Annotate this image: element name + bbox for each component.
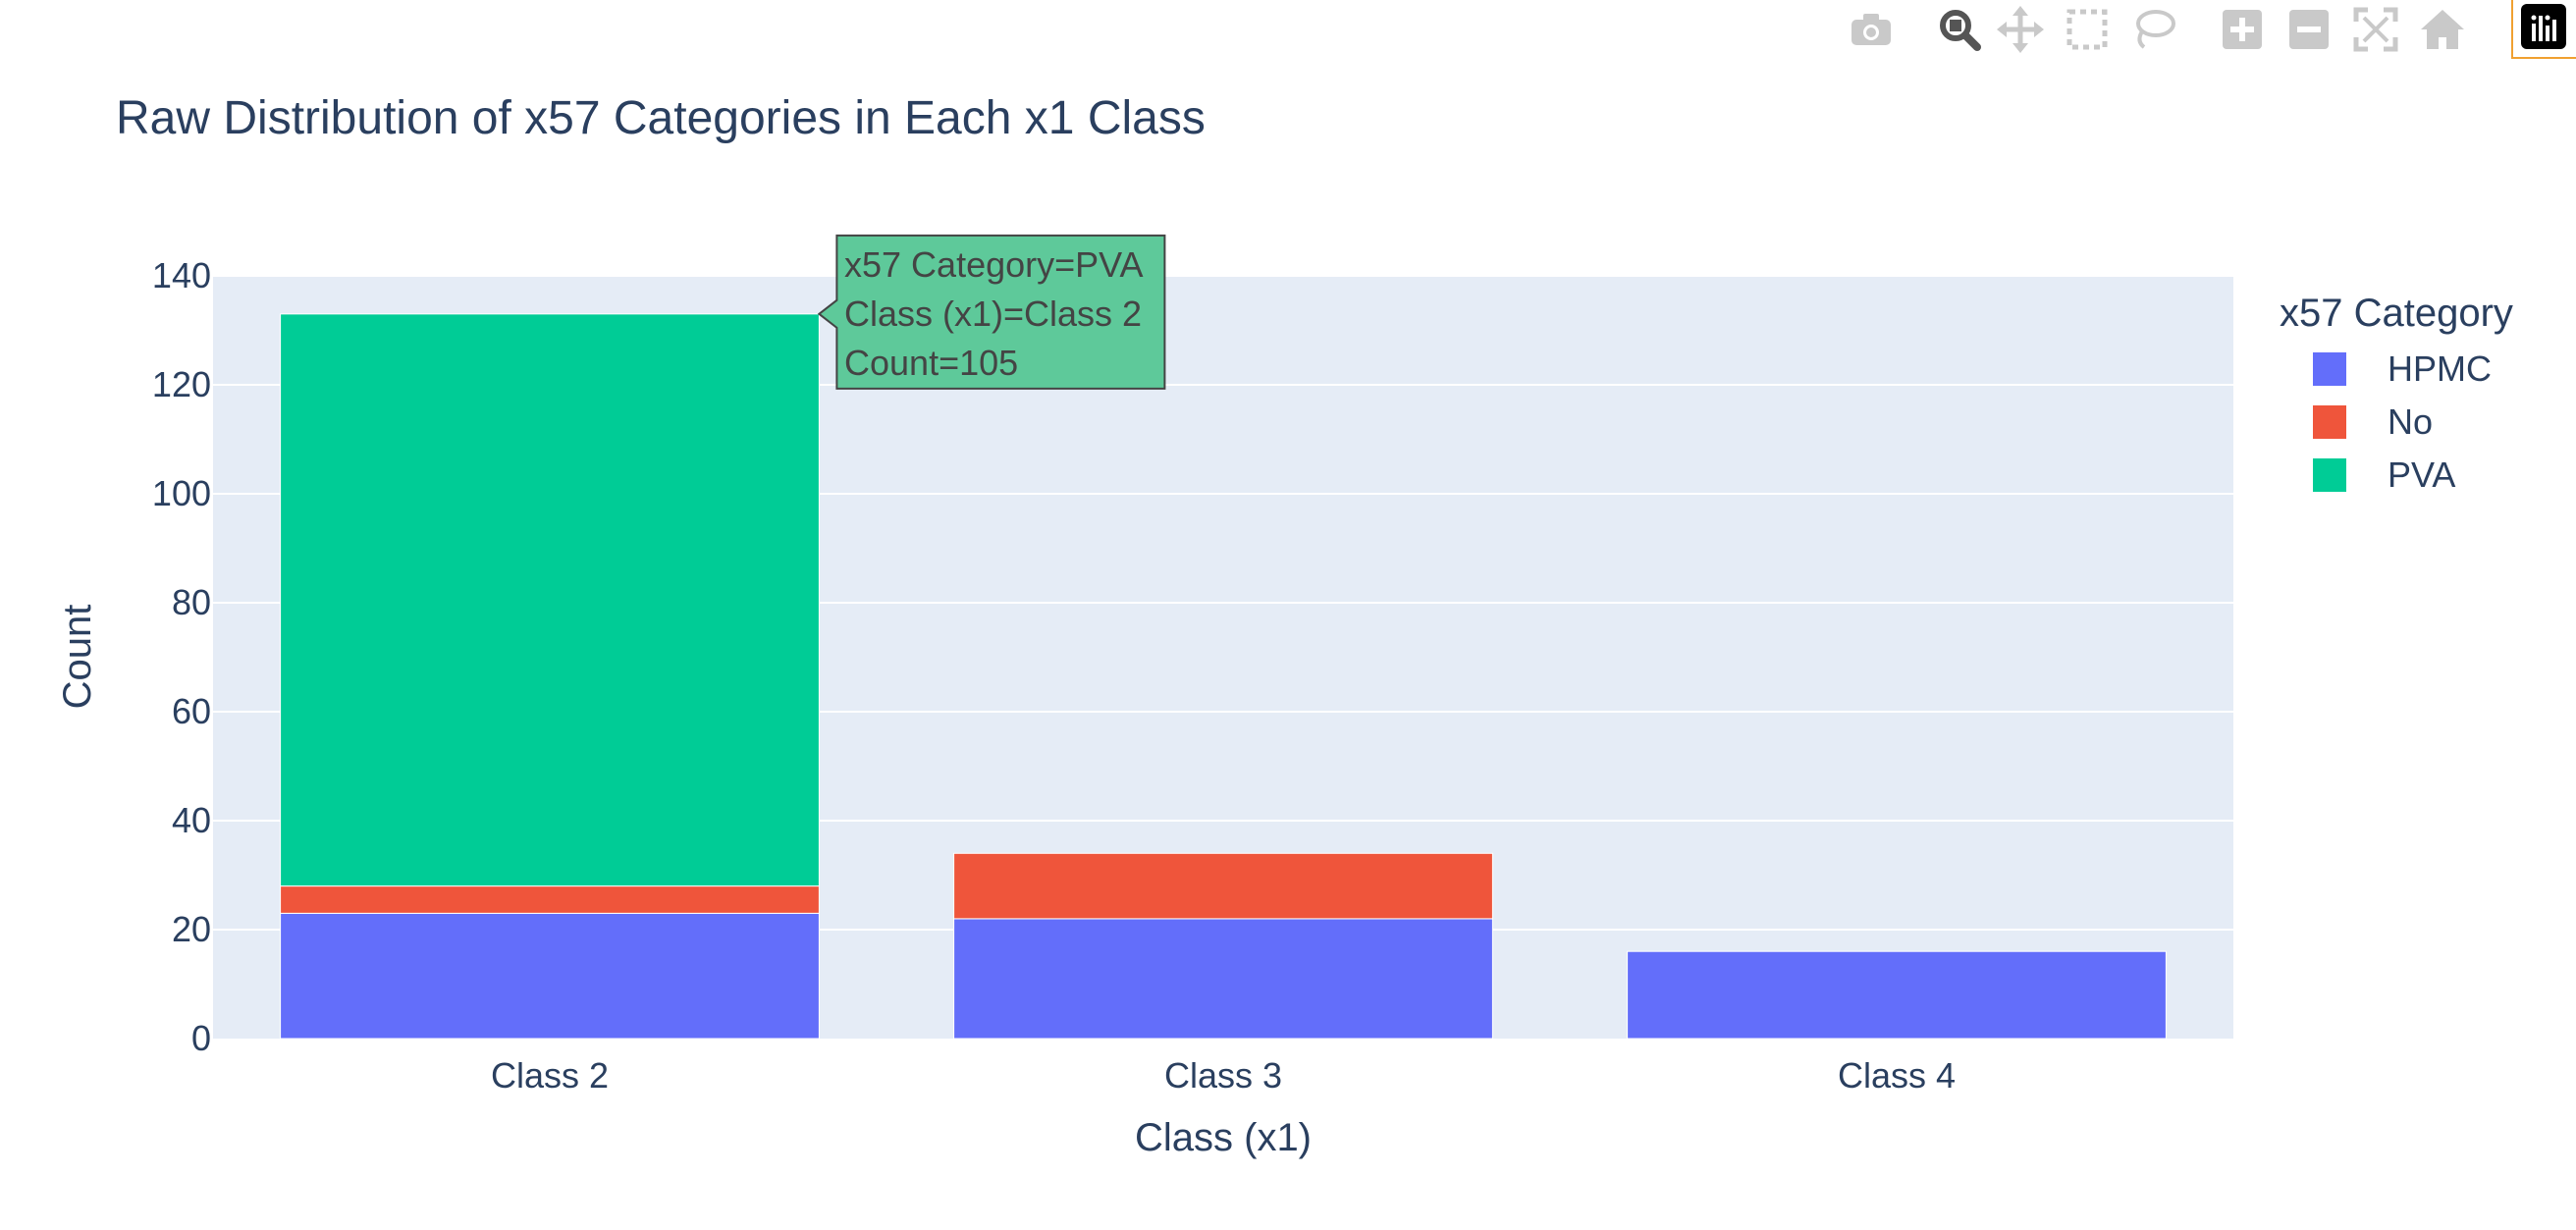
lasso-select-icon[interactable] <box>2126 4 2181 55</box>
legend: x57 Category HPMC No PVA <box>2280 292 2513 495</box>
hover-line-class: Class (x1)=Class 2 <box>844 294 1142 334</box>
y-tick-label: 20 <box>172 909 211 949</box>
bar-hpmc-class-3[interactable] <box>953 918 1493 1040</box>
y-tick-label: 40 <box>172 800 211 840</box>
bar-no-class-3[interactable] <box>953 852 1493 920</box>
legend-item-hpmc[interactable]: HPMC <box>2313 348 2492 389</box>
legend-item-no[interactable]: No <box>2313 401 2433 442</box>
y-tick-label: 0 <box>191 1018 211 1058</box>
legend-label: No <box>2388 401 2433 442</box>
chart-title: Raw Distribution of x57 Categories in Ea… <box>116 92 1206 144</box>
x-tick-label: Class 2 <box>491 1055 609 1096</box>
legend-item-pva[interactable]: PVA <box>2313 455 2455 495</box>
legend-swatch <box>2313 352 2346 386</box>
plotly-logo-icon[interactable] <box>2511 0 2576 59</box>
legend-label: PVA <box>2388 455 2455 495</box>
modebar-toolbar <box>1830 0 2576 59</box>
bars <box>280 313 2167 1040</box>
x-tick-label: Class 3 <box>1164 1055 1282 1096</box>
y-tick-label: 120 <box>152 364 211 404</box>
pan-icon[interactable] <box>1993 4 2048 55</box>
legend-title: x57 Category <box>2280 292 2513 335</box>
bar-hpmc-class-4[interactable] <box>1627 950 2167 1040</box>
zoom-icon[interactable] <box>1932 4 1987 55</box>
zoom-in-icon[interactable] <box>2215 4 2270 55</box>
hover-line-category: x57 Category=PVA <box>844 244 1144 285</box>
box-select-icon[interactable] <box>2060 4 2115 55</box>
x-axis-title: Class (x1) <box>1135 1116 1312 1159</box>
x-tick-label: Class 4 <box>1838 1055 1956 1096</box>
hover-line-count: Count=105 <box>844 343 1018 383</box>
legend-swatch <box>2313 405 2346 439</box>
legend-label: HPMC <box>2388 348 2492 389</box>
camera-icon[interactable] <box>1844 4 1899 55</box>
x-tick-labels: Class 2 Class 3 Class 4 <box>491 1055 1956 1096</box>
hover-tooltip: x57 Category=PVA Class (x1)=Class 2 Coun… <box>817 234 1166 390</box>
hover-tooltip-box <box>817 234 1166 390</box>
y-tick-label: 100 <box>152 473 211 513</box>
y-tick-labels: 0 20 40 60 80 100 120 140 <box>152 255 211 1058</box>
autoscale-icon[interactable] <box>2348 4 2403 55</box>
y-tick-label: 60 <box>172 691 211 731</box>
bar-pva-class-2[interactable] <box>280 313 820 887</box>
zoom-out-icon[interactable] <box>2281 4 2336 55</box>
y-tick-label: 80 <box>172 582 211 622</box>
y-tick-label: 140 <box>152 255 211 295</box>
reset-axes-icon[interactable] <box>2415 4 2470 55</box>
y-axis-title: Count <box>56 605 99 710</box>
bar-no-class-2[interactable] <box>280 885 820 914</box>
legend-swatch <box>2313 458 2346 492</box>
bar-hpmc-class-2[interactable] <box>280 912 820 1040</box>
